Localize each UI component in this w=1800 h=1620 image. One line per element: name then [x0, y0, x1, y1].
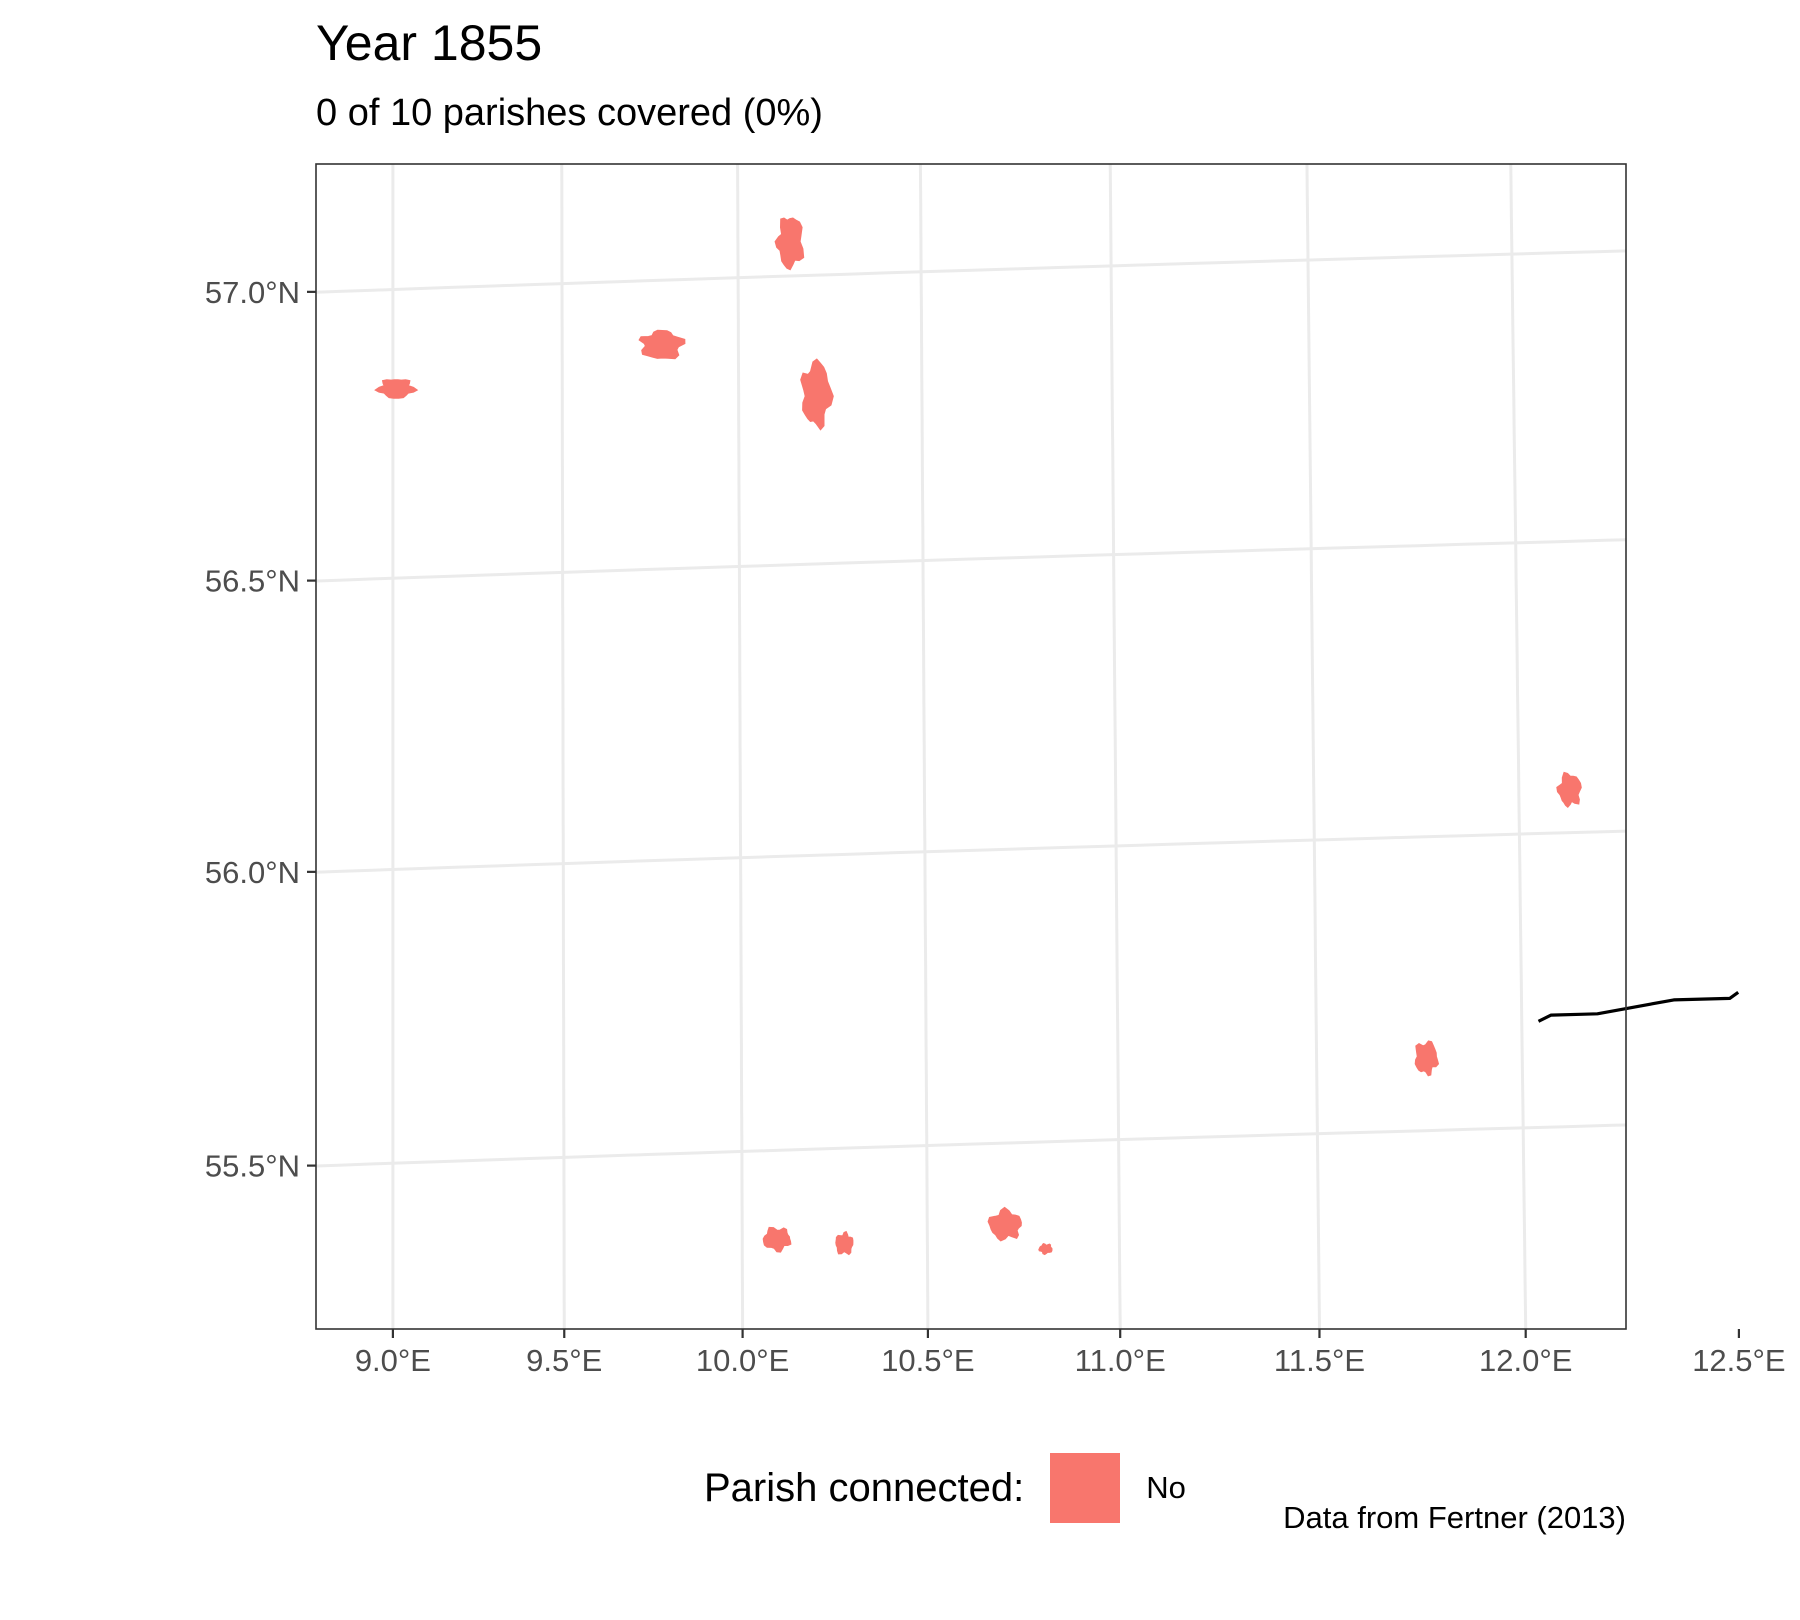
x-tick-label: 12.0°E [1479, 1343, 1572, 1378]
axes: 9.0°E 9.5°E 10.0°E 10.5°E 11.0°E 11.5°E 12.0°E… [205, 275, 1786, 1378]
meridian-line [918, 164, 930, 1329]
x-tick-label: 11.5°E [1274, 1343, 1365, 1378]
parish-shape [1038, 1243, 1053, 1256]
x-tick-label: 9.0°E [355, 1343, 431, 1378]
meridian-line [1108, 164, 1122, 1329]
caption: Data from Fertner (2013) [1283, 1500, 1626, 1535]
x-tick-label: 12.5°E [1692, 1343, 1785, 1378]
parish-shape [762, 1226, 792, 1253]
parish-shape [835, 1230, 854, 1256]
map-title: Year 1855 [316, 15, 543, 71]
parish-shape [987, 1206, 1022, 1242]
y-tick-label: 56.5°N [205, 564, 300, 599]
parish-shape [1556, 771, 1582, 809]
parishes [374, 217, 1582, 1256]
parallel-line [316, 249, 1626, 294]
y-tick-label: 56.0°N [205, 855, 300, 890]
x-tick-label: 9.5°E [526, 1343, 602, 1378]
railway-lines [1537, 991, 1740, 1023]
meridian-line [560, 164, 566, 1329]
legend-key-no [1050, 1453, 1121, 1523]
legend: Parish connected: No [704, 1450, 1186, 1526]
panel-border [315, 163, 1627, 1330]
x-tick-label: 10.5°E [881, 1343, 974, 1378]
parish-shape [638, 329, 686, 360]
legend-label-no: No [1146, 1470, 1186, 1505]
parallel-line [316, 829, 1626, 874]
parish-shape [1414, 1040, 1440, 1077]
x-tick-label: 10.0°E [696, 1343, 789, 1378]
meridian-line [736, 164, 745, 1329]
legend-title: Parish connected: [704, 1465, 1025, 1510]
y-tick-label: 55.5°N [205, 1149, 300, 1184]
y-tick-label: 57.0°N [205, 275, 300, 310]
map-subtitle: 0 of 10 parishes covered (0%) [316, 92, 823, 134]
meridian-line [1718, 0, 1740, 1418]
graticule [316, 0, 1740, 1418]
parallel-line [316, 538, 1626, 583]
parallel-line [316, 1123, 1626, 1168]
meridian-line [1305, 164, 1321, 1329]
meridian-line [1509, 164, 1528, 1329]
parish-shape [800, 358, 834, 431]
railway-line [1537, 991, 1740, 1023]
parish-shape [374, 379, 419, 399]
parish-shape [774, 217, 805, 271]
x-tick-label: 11.0°E [1075, 1343, 1166, 1378]
